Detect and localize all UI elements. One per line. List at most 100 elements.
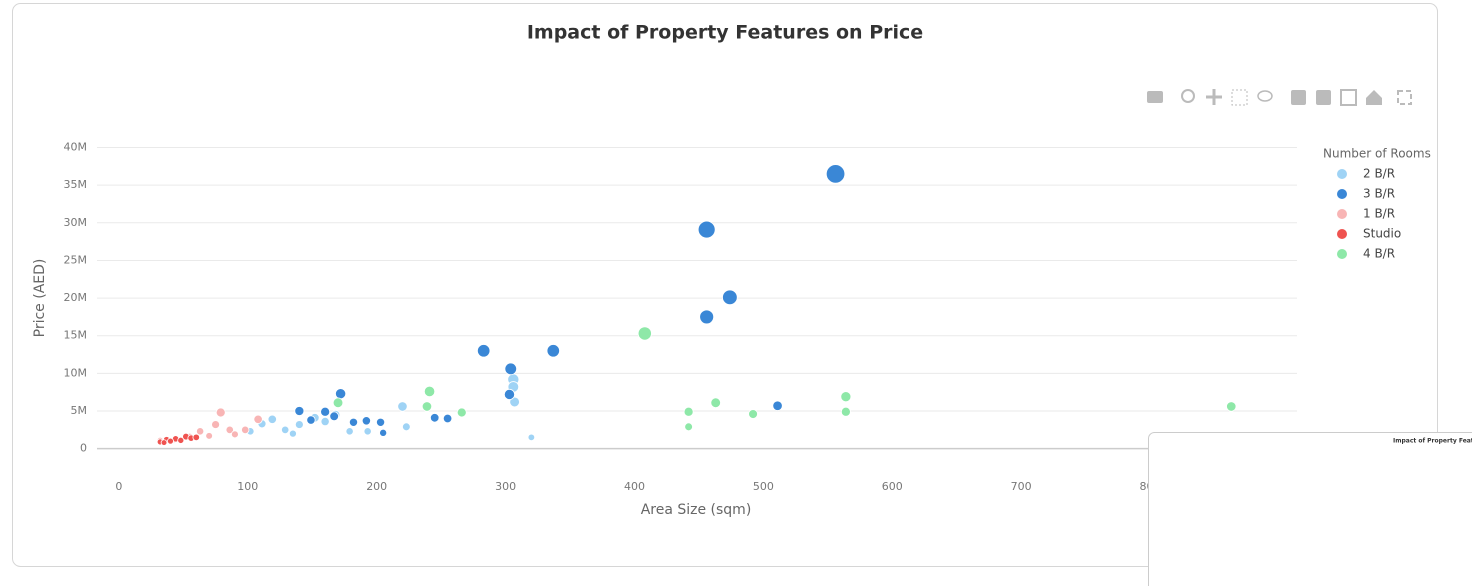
data-point (683, 406, 694, 417)
data-point (177, 436, 185, 444)
minimap-frame (1148, 432, 1472, 586)
y-tick-label: 30M (64, 216, 88, 229)
y-tick-label: 40M (64, 141, 88, 154)
data-point (294, 406, 305, 416)
data-point (215, 407, 226, 418)
data-point (699, 309, 715, 325)
data-point (320, 406, 331, 417)
data-point (509, 396, 520, 408)
data-point (335, 388, 347, 400)
data-point (423, 385, 436, 398)
zoom-icon[interactable] (1181, 89, 1195, 103)
data-point (429, 413, 440, 423)
y-tick-label: 25M (64, 253, 88, 266)
data-point (503, 388, 515, 400)
legend-label: Studio (1363, 227, 1401, 241)
home-icon[interactable] (1366, 90, 1382, 105)
legend-marker (1337, 229, 1347, 239)
plot-area: 0 5M 10M 15M 20M 25M 30M 35M 40M 0 100 200 300 400 500… (64, 141, 1297, 493)
data-point (748, 409, 758, 419)
data-point (379, 428, 388, 437)
data-point (288, 429, 297, 438)
toolbar (1147, 89, 1412, 106)
data-point (361, 416, 371, 426)
data-point (840, 406, 851, 417)
y-tick-label: 5M (71, 404, 88, 417)
data-point (504, 362, 517, 376)
data-point (225, 425, 234, 434)
x-tick-label: 200 (366, 480, 387, 493)
data-point (192, 433, 200, 442)
data-point (722, 289, 738, 306)
data-point (710, 397, 721, 408)
lasso-icon[interactable] (1257, 90, 1273, 102)
x-tick-label: 600 (882, 480, 903, 493)
data-point (306, 415, 316, 425)
autoscale-icon[interactable] (1340, 89, 1357, 106)
data-point (253, 414, 263, 424)
data-point (348, 417, 359, 427)
legend-marker (1337, 169, 1347, 179)
data-point (167, 437, 174, 445)
data-point (211, 420, 221, 429)
data-point (345, 427, 354, 436)
data-point (329, 411, 339, 422)
chart-title: Impact of Property Features on Price (527, 22, 923, 44)
data-point (477, 344, 491, 358)
x-tick-label: 0 (115, 480, 122, 493)
data-point (397, 401, 408, 412)
data-point (160, 439, 168, 446)
data-point (840, 391, 852, 403)
legend-title: Number of Rooms (1323, 147, 1431, 161)
data-point (442, 413, 453, 424)
legend-marker (1337, 249, 1347, 259)
data-point (231, 430, 239, 439)
data-point (196, 427, 205, 436)
zoom-in-icon[interactable] (1291, 90, 1306, 105)
data-point (402, 422, 411, 432)
y-tick-label: 35M (64, 178, 88, 191)
minimap: Impact of Property Features on Price (1148, 432, 1472, 586)
data-point (320, 416, 330, 427)
zoom-out-icon[interactable] (1316, 90, 1331, 105)
y-tick-label: 15M (64, 329, 88, 342)
fullscreen-icon[interactable] (1397, 90, 1412, 105)
x-axis-title: Area Size (sqm) (641, 502, 752, 518)
y-tick-label: 20M (64, 291, 88, 304)
data-point (697, 220, 716, 239)
x-tick-label: 400 (624, 480, 645, 493)
camera-icon[interactable] (1147, 91, 1163, 103)
legend-label: 3 B/R (1363, 187, 1395, 201)
card (12, 3, 1438, 567)
data-point (421, 401, 433, 412)
x-tick-label: 100 (237, 480, 258, 493)
data-point (294, 420, 304, 429)
data-point (637, 326, 652, 341)
data-point (825, 164, 846, 184)
data-point (376, 417, 386, 427)
legend-marker (1337, 209, 1347, 219)
legend-label: 2 B/R (1363, 167, 1395, 181)
y-tick-label: 10M (64, 366, 88, 379)
x-tick-label: 300 (495, 480, 516, 493)
box-select-icon[interactable] (1231, 89, 1248, 106)
legend-label: 1 B/R (1363, 207, 1395, 221)
data-point (241, 425, 250, 434)
minimap-title: Impact of Property Features on Price (1393, 438, 1472, 445)
data-point (546, 344, 560, 358)
data-point (363, 427, 372, 436)
pan-icon[interactable] (1206, 89, 1222, 105)
data-point (772, 400, 783, 411)
data-point (205, 432, 213, 440)
y-axis-title: Price (AED) (32, 259, 48, 338)
x-tick-label: 500 (753, 480, 774, 493)
data-point (267, 414, 277, 424)
data-point (684, 422, 693, 432)
data-point (332, 397, 344, 408)
data-point (1226, 401, 1237, 412)
data-point (281, 425, 290, 434)
y-tick-label: 0 (80, 442, 87, 455)
x-tick-label: 700 (1011, 480, 1032, 493)
legend-label: 4 B/R (1363, 247, 1395, 261)
